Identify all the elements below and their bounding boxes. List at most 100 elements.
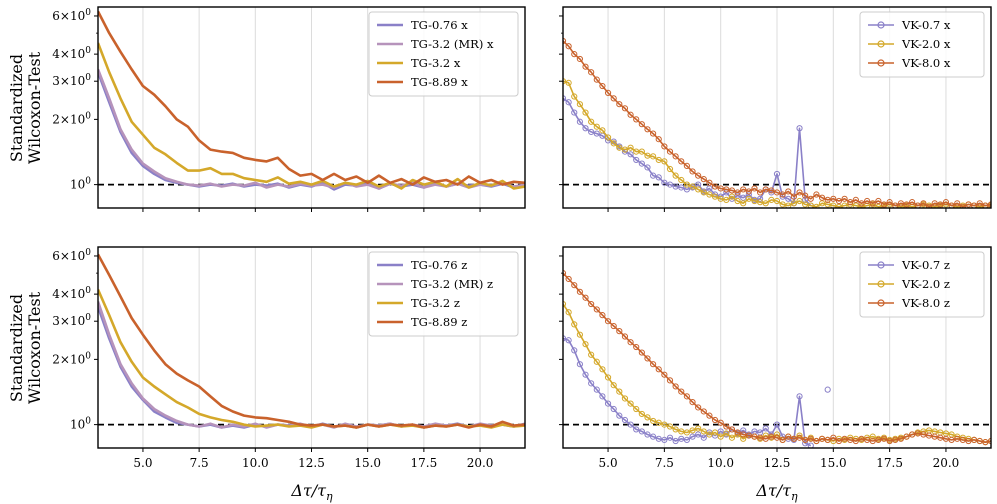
series-marker (723, 186, 730, 193)
x-tick-label: 12.5 (298, 456, 325, 470)
series-marker (666, 148, 674, 155)
series-marker (588, 380, 595, 387)
legend: VK-0.7 z VK-2.0 z VK-8.0 z (859, 251, 985, 318)
series-marker (571, 347, 578, 354)
series-marker (773, 189, 781, 196)
series-marker (875, 436, 882, 444)
series-marker (723, 430, 730, 437)
series-marker (937, 434, 944, 441)
series-marker (689, 427, 696, 434)
series-marker (582, 294, 589, 301)
series-marker (976, 200, 983, 207)
ylabel-bottom-line2: Wilcoxon-Test (25, 291, 44, 404)
series-marker (616, 388, 623, 395)
series-marker (672, 153, 679, 160)
legend: VK-0.7 x VK-2.0 x VK-8.0 x (859, 11, 985, 78)
series-line-tg-8-89 (98, 10, 525, 186)
legend-box (368, 11, 519, 97)
series-marker (689, 433, 696, 440)
series-marker (627, 400, 634, 407)
series-marker (830, 202, 837, 208)
series-marker (807, 442, 814, 448)
series-marker (971, 202, 978, 208)
series-marker (790, 435, 797, 442)
series-marker (751, 197, 758, 205)
series-marker (779, 191, 786, 198)
series-marker (678, 158, 685, 165)
series-marker (604, 89, 612, 96)
series-marker (734, 189, 741, 196)
series-marker (717, 433, 724, 440)
series-marker (875, 203, 882, 208)
series-marker (751, 185, 758, 192)
series-marker (571, 93, 578, 100)
series-marker (937, 201, 944, 208)
series-marker (644, 431, 651, 438)
series-marker (655, 419, 662, 426)
series-marker (757, 434, 764, 441)
series-marker (897, 200, 904, 207)
series-marker (599, 393, 606, 400)
series-marker (678, 428, 685, 435)
series-marker (847, 436, 854, 444)
series-marker (661, 421, 668, 428)
series-marker (903, 201, 910, 208)
series-marker (796, 197, 803, 205)
series-marker (638, 121, 645, 128)
series-marker (689, 183, 696, 190)
series-marker (959, 436, 966, 444)
series-marker (982, 439, 989, 446)
plot-area (563, 270, 991, 448)
series-marker (695, 172, 702, 179)
series-marker (931, 433, 938, 440)
ylabel-top-line1: Standardized (7, 54, 26, 162)
series-marker (644, 414, 651, 421)
series-marker (661, 143, 668, 150)
series-marker (672, 426, 679, 433)
series-marker (909, 199, 916, 206)
series-marker (802, 192, 809, 199)
series-marker (661, 371, 668, 378)
xlabel-left: Δτ/τη (290, 481, 333, 503)
series-marker (571, 321, 578, 328)
series-marker (796, 434, 803, 441)
series-marker (644, 164, 651, 171)
series-marker (571, 109, 578, 116)
series-marker (796, 125, 803, 132)
series-marker (723, 196, 730, 204)
series-marker (661, 179, 668, 186)
series-marker (728, 434, 736, 441)
series-marker (931, 200, 938, 207)
series-marker (976, 203, 983, 208)
series-marker (655, 156, 662, 164)
series-marker (588, 300, 595, 308)
series-marker (948, 436, 955, 444)
y-tick-label: 3×100 (52, 73, 91, 88)
series-marker (762, 186, 769, 193)
series-marker (757, 199, 764, 206)
series-marker (773, 434, 781, 441)
series-marker (728, 426, 736, 433)
x-tick-label: 10.0 (242, 456, 269, 470)
series-marker (734, 429, 741, 436)
panel-bottom-right: 5.0 7.5 10.0 12.5 15.0 17.5 20.0 VK-0.7 z VK-2.0… (559, 246, 992, 470)
x-tick-label: 20.0 (467, 456, 494, 470)
series-marker (706, 191, 713, 198)
series-marker (689, 168, 696, 175)
legend-label: TG-3.2 (MR) z (411, 277, 493, 291)
axes-frame (97, 6, 526, 209)
x-tick-label: 5.0 (599, 456, 618, 470)
series-marker (610, 95, 617, 102)
series-marker (588, 351, 595, 358)
series-marker (588, 118, 595, 125)
series-marker (965, 437, 972, 445)
series-marker (638, 428, 645, 435)
series-marker (869, 437, 876, 445)
series-marker (807, 195, 814, 202)
legend-box (368, 251, 519, 337)
series-marker (683, 181, 690, 188)
series-marker (582, 341, 589, 348)
series-marker (830, 434, 837, 441)
series-marker (666, 181, 674, 188)
series-marker (565, 337, 572, 344)
